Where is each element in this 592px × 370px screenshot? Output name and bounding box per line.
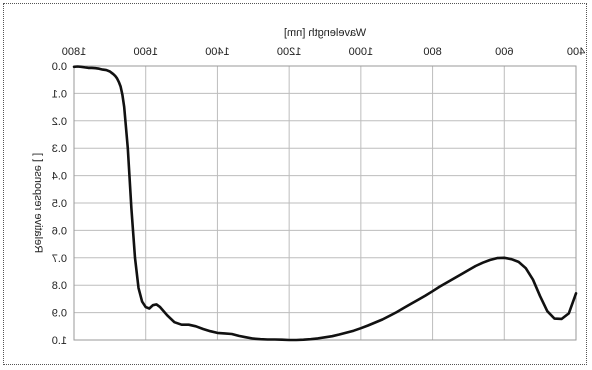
y-tick-label: 0.7 (52, 253, 67, 265)
y-tick-label: 0.2 (52, 116, 67, 128)
y-tick-label: 1.0 (52, 335, 67, 347)
x-tick-label: 1800 (62, 46, 86, 58)
y-tick-label: 0.8 (52, 280, 67, 292)
y-tick-label: 0.5 (52, 198, 67, 210)
x-tick-label: 1400 (205, 46, 229, 58)
plot-area-border (73, 65, 577, 341)
x-tick-labels: 400 600 800 1000 1200 1400 1600 1800 (62, 46, 585, 58)
y-tick-label: 0.3 (52, 143, 67, 155)
y-tick-label: 0.9 (52, 308, 67, 320)
series-line (72, 65, 578, 342)
x-tick-label: 1200 (277, 46, 301, 58)
y-tick-label: 0.0 (52, 61, 67, 73)
x-tick-label: 600 (495, 46, 513, 58)
x-tick-label: 800 (423, 46, 441, 58)
chart-frame (3, 3, 587, 365)
x-axis-title: Wavelength [nm] (284, 27, 366, 39)
series-group (72, 65, 578, 342)
y-tick-labels: 0.0 0.1 0.2 0.3 0.4 0.5 0.6 0.7 0.8 0.9 1.0 (52, 61, 67, 347)
y-tick-label: 0.1 (52, 88, 67, 100)
x-tick-label: 1000 (349, 46, 373, 58)
x-tick-label: 1600 (133, 46, 157, 58)
gridlines (73, 65, 577, 341)
x-tick-label: 400 (567, 46, 585, 58)
y-tick-label: 0.4 (52, 171, 67, 183)
y-tick-label: 0.6 (52, 225, 67, 237)
y-axis-title: Relative response [ ] (32, 153, 44, 253)
